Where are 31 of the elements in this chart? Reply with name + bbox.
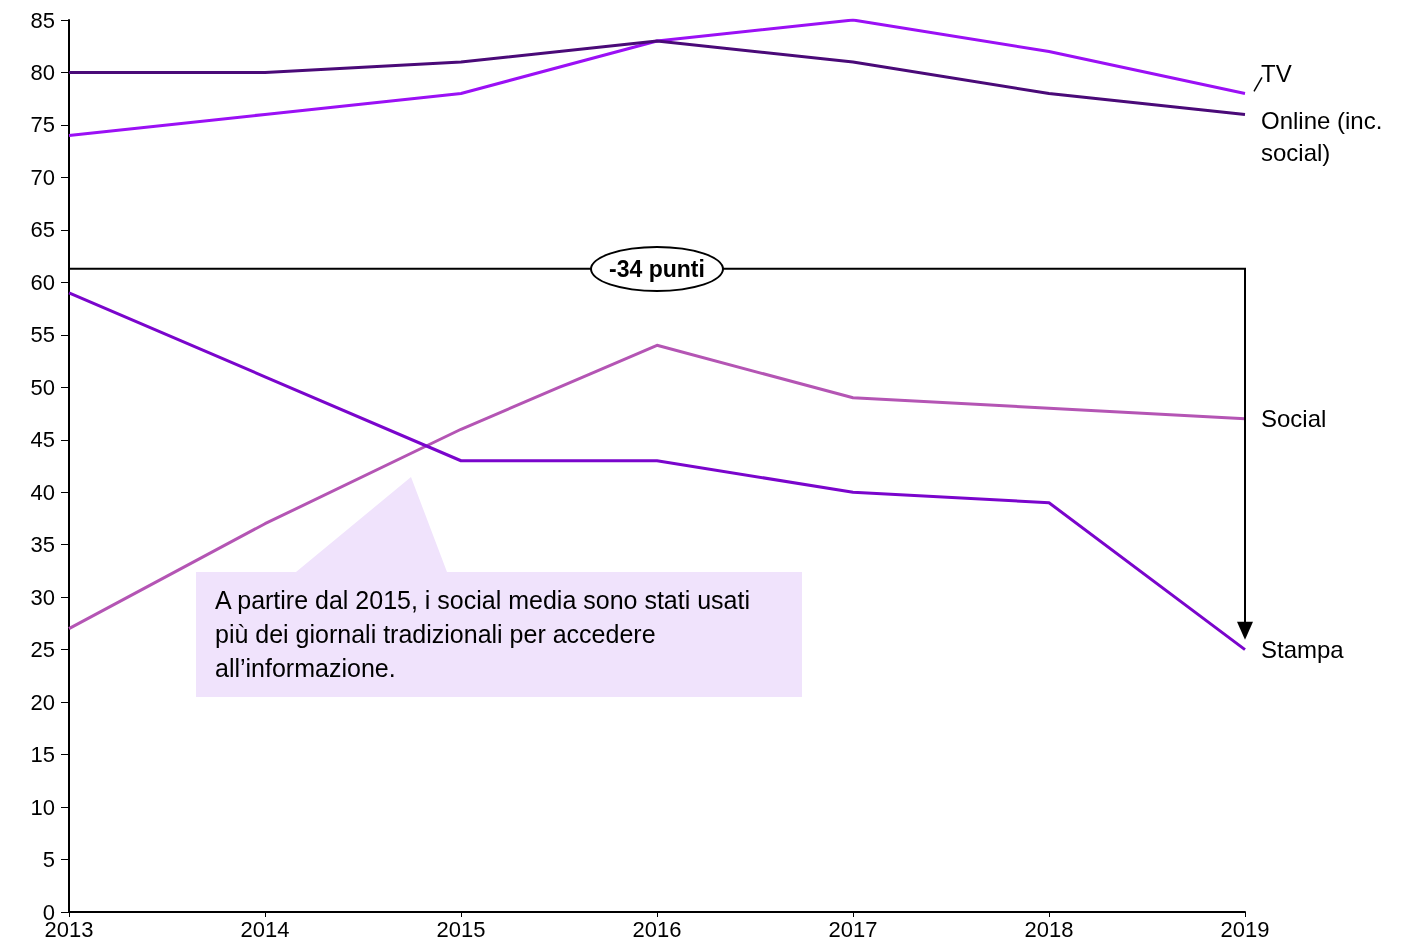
y-tick-label: 25 (30, 637, 55, 663)
line-series (67, 39, 1247, 116)
y-tick-label: 70 (30, 164, 55, 190)
series-label: Online (inc. social) (1261, 106, 1390, 166)
y-tick-label: 10 (30, 794, 55, 820)
y-tick-label: 80 (30, 59, 55, 85)
y-tick-label: 5 (42, 847, 55, 873)
series-label: Social (1261, 405, 1327, 433)
y-tick-label: 65 (30, 217, 55, 243)
y-tick-label: 55 (30, 322, 55, 348)
x-tick-label: 2017 (828, 916, 878, 942)
x-tick-label: 2018 (1024, 916, 1074, 942)
x-tick-label: 2016 (632, 916, 682, 942)
y-tick-label: 35 (30, 532, 55, 558)
x-tick-label: 2014 (240, 916, 290, 942)
y-tick-label: 45 (30, 427, 55, 453)
annotation: -34 punti (590, 245, 724, 292)
annotation: A partire dal 2015, i social media sono stati usati più dei giornali tradizionali per accedere all’informazione. (215, 585, 752, 684)
x-tick-label: 2019 (1220, 916, 1270, 942)
y-tick-label: 20 (30, 689, 55, 715)
y-tick-label: 85 (30, 7, 55, 33)
x-tick-label: 2015 (436, 916, 486, 942)
series-label: Stampa (1261, 636, 1345, 664)
y-tick-label: 50 (30, 374, 55, 400)
y-tick-label: 75 (30, 112, 55, 138)
y-tick-label: 15 (30, 742, 55, 768)
line-series (67, 18, 1247, 137)
y-tick-label: 40 (30, 479, 55, 505)
y-tick-label: 30 (30, 584, 55, 610)
y-tick-label: 60 (30, 269, 55, 295)
series-label: TV (1261, 59, 1292, 87)
